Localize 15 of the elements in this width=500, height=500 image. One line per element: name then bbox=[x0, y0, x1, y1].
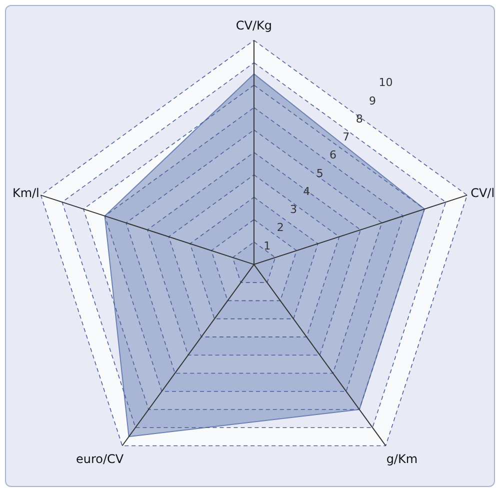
spoke-label: euro/CV bbox=[76, 452, 124, 466]
y-tick-label: 3 bbox=[290, 203, 297, 216]
spoke-label: CV/Kg bbox=[236, 18, 272, 32]
y-tick-label: 8 bbox=[356, 112, 363, 126]
spoke-label: CV/l bbox=[470, 186, 495, 200]
spoke-label: Km/l bbox=[12, 186, 40, 200]
y-tick-label: 2 bbox=[276, 221, 284, 234]
y-tick-label: 1 bbox=[264, 239, 271, 252]
y-tick-label: 4 bbox=[303, 184, 310, 198]
y-tick-label: 9 bbox=[369, 94, 376, 108]
y-tick-label: 6 bbox=[330, 148, 337, 162]
y-tick-label: 5 bbox=[316, 166, 324, 180]
y-tick-label: 10 bbox=[378, 76, 393, 90]
spoke-label: g/Km bbox=[386, 452, 418, 466]
y-tick-label: 7 bbox=[342, 130, 350, 144]
